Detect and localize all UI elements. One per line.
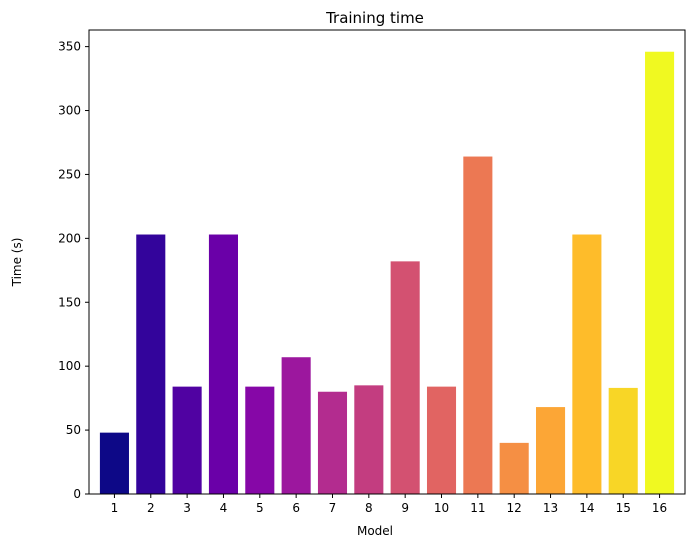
bar-model-12 <box>499 442 529 494</box>
bar-model-11 <box>463 156 493 494</box>
x-tick-label: 14 <box>579 501 594 515</box>
bar-model-14 <box>572 234 602 494</box>
x-tick-label: 5 <box>256 501 264 515</box>
x-axis-label: Model <box>357 524 393 538</box>
x-tick-label: 9 <box>401 501 409 515</box>
x-tick-label: 8 <box>365 501 373 515</box>
bars-group <box>99 51 675 494</box>
bar-model-16 <box>645 51 675 494</box>
bar-model-9 <box>390 261 420 494</box>
x-tick-label: 6 <box>292 501 300 515</box>
y-tick-label: 350 <box>58 40 81 54</box>
x-tick-label: 3 <box>183 501 191 515</box>
x-tick-label: 16 <box>652 501 667 515</box>
y-tick-label: 200 <box>58 231 81 245</box>
y-axis-label: Time (s) <box>10 238 24 288</box>
x-tick-label: 15 <box>616 501 631 515</box>
x-tick-label: 10 <box>434 501 449 515</box>
bar-model-8 <box>354 385 384 494</box>
x-tick-label: 4 <box>220 501 228 515</box>
x-tick-label: 7 <box>329 501 337 515</box>
plot-frame <box>88 29 686 495</box>
y-tick-label: 50 <box>66 423 81 437</box>
bar-model-7 <box>317 391 348 494</box>
bar-model-4 <box>208 234 238 494</box>
x-tick-label: 13 <box>543 501 558 515</box>
x-axis: 1 2 3 4 5 6 7 8 9 10 11 12 13 14 15 16 <box>111 494 667 515</box>
y-tick-label: 150 <box>58 295 81 309</box>
y-axis: 0 50 100 150 200 250 300 350 <box>58 40 89 501</box>
x-tick-label: 12 <box>507 501 522 515</box>
y-tick-label: 300 <box>58 104 81 118</box>
bar-model-10 <box>426 386 457 494</box>
bar-model-13 <box>536 407 566 494</box>
x-tick-label: 1 <box>111 501 119 515</box>
y-tick-label: 100 <box>58 359 81 373</box>
bar-model-3 <box>172 386 202 494</box>
x-tick-label: 2 <box>147 501 155 515</box>
chart-title: Training time <box>325 9 424 27</box>
x-tick-label: 11 <box>470 501 485 515</box>
bar-model-2 <box>136 234 166 494</box>
bar-model-5 <box>245 386 275 494</box>
bar-model-1 <box>99 432 129 494</box>
bar-model-15 <box>608 387 638 494</box>
y-tick-label: 250 <box>58 167 81 181</box>
y-tick-label: 0 <box>73 487 81 501</box>
bar-model-6 <box>281 357 311 494</box>
